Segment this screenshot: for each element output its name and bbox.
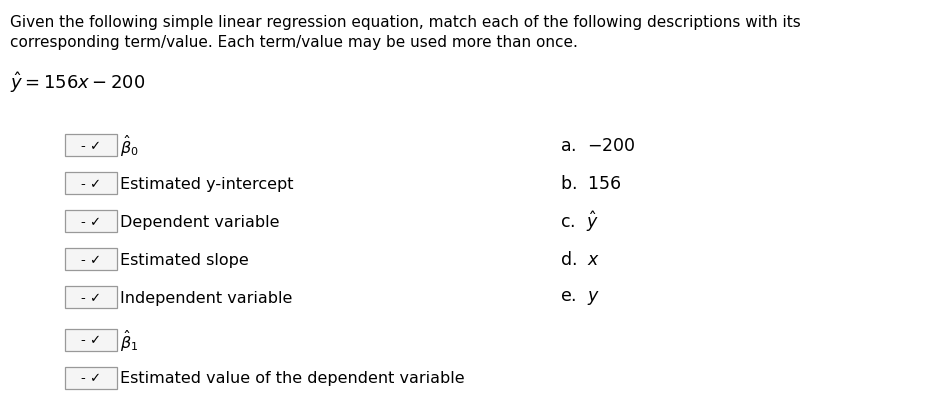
Text: Estimated slope: Estimated slope [120, 253, 248, 268]
Text: Given the following simple linear regression equation, match each of the followi: Given the following simple linear regres… [10, 15, 800, 30]
Text: $\hat{\beta}_1$: $\hat{\beta}_1$ [120, 329, 138, 354]
FancyBboxPatch shape [65, 210, 117, 232]
Text: c.  $\hat{y}$: c. $\hat{y}$ [560, 209, 599, 234]
Text: - ✓: - ✓ [81, 373, 101, 385]
Text: b.  $156$: b. $156$ [560, 175, 622, 193]
FancyBboxPatch shape [65, 329, 117, 351]
Text: Estimated value of the dependent variable: Estimated value of the dependent variabl… [120, 371, 464, 386]
Text: a.  $-200$: a. $-200$ [560, 137, 636, 155]
FancyBboxPatch shape [65, 172, 117, 194]
FancyBboxPatch shape [65, 248, 117, 270]
Text: e.  $y$: e. $y$ [560, 289, 600, 307]
Text: - ✓: - ✓ [81, 215, 101, 228]
FancyBboxPatch shape [65, 134, 117, 156]
Text: - ✓: - ✓ [81, 177, 101, 190]
Text: $\hat{y} = 156x - 200$: $\hat{y} = 156x - 200$ [10, 70, 146, 95]
Text: - ✓: - ✓ [81, 335, 101, 348]
Text: d.  $x$: d. $x$ [560, 251, 600, 269]
Text: - ✓: - ✓ [81, 139, 101, 152]
FancyBboxPatch shape [65, 286, 117, 308]
FancyBboxPatch shape [65, 367, 117, 389]
Text: Estimated y-intercept: Estimated y-intercept [120, 177, 293, 192]
Text: Independent variable: Independent variable [120, 291, 292, 305]
Text: - ✓: - ✓ [81, 291, 101, 305]
Text: $\hat{\beta}_0$: $\hat{\beta}_0$ [120, 133, 138, 158]
Text: Dependent variable: Dependent variable [120, 215, 279, 230]
Text: - ✓: - ✓ [81, 253, 101, 267]
Text: corresponding term/value. Each term/value may be used more than once.: corresponding term/value. Each term/valu… [10, 35, 578, 50]
